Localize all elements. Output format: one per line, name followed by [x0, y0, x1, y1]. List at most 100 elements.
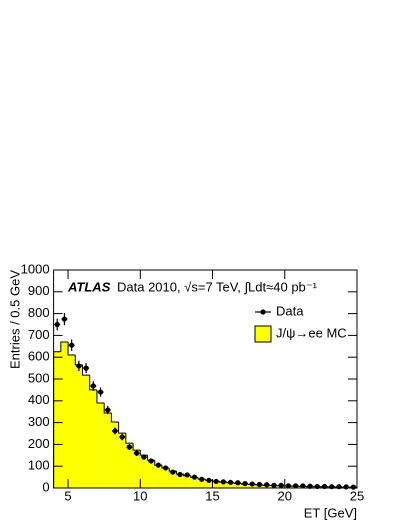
y-tick-label: 600 — [28, 349, 50, 364]
data-point — [271, 482, 277, 488]
data-point — [54, 321, 60, 328]
histogram-bar — [226, 482, 235, 488]
histogram-bar — [104, 413, 112, 488]
histogram-bar — [219, 482, 227, 488]
y-axis-label: Entries / 0.5 GeV — [7, 270, 22, 369]
histogram-bar — [169, 470, 177, 488]
y-tick-label: 500 — [28, 370, 50, 385]
histogram-bar — [161, 467, 170, 488]
data-point — [119, 434, 125, 440]
y-tick-label: 700 — [28, 327, 50, 342]
data-point — [162, 465, 169, 471]
data-point — [191, 474, 198, 480]
histogram-bar — [133, 450, 141, 488]
histogram-bar — [60, 341, 69, 488]
histogram-outline — [132, 443, 141, 451]
data-point — [155, 462, 161, 468]
histogram-bar — [183, 475, 191, 488]
data-point — [249, 481, 255, 487]
data-point — [61, 316, 68, 322]
y-tick-label: 800 — [28, 305, 50, 320]
histogram-bar — [75, 364, 83, 488]
x-tick-label: 20 — [278, 488, 292, 503]
data-point — [126, 444, 133, 450]
data-point — [285, 483, 291, 489]
data-point — [256, 481, 263, 488]
histogram-bar — [212, 481, 220, 488]
data-point — [235, 480, 241, 486]
y-tick-label: 1000 — [21, 261, 50, 276]
data-point — [213, 478, 219, 485]
data-point — [264, 482, 270, 488]
data-point — [206, 477, 212, 483]
data-point — [300, 483, 306, 489]
x-tick-label: 25 — [350, 488, 364, 503]
data-point — [220, 479, 226, 485]
data-point — [278, 482, 284, 488]
data-point — [170, 469, 176, 475]
data-point — [336, 484, 342, 490]
data-point — [184, 472, 190, 478]
data-point — [199, 476, 205, 482]
data-point — [105, 407, 111, 413]
histogram-bar — [82, 375, 90, 488]
histogram-bar — [198, 479, 206, 488]
histogram-outline — [103, 402, 112, 414]
histogram-bar — [234, 483, 242, 488]
x-axis-label: ET [GeV] — [304, 505, 357, 520]
x-tick-label: 10 — [133, 488, 147, 503]
histogram-outline — [125, 433, 134, 444]
data-point — [343, 484, 349, 490]
data-point — [227, 479, 234, 485]
legend-marker — [260, 309, 266, 315]
annotation: Data 2010, √s=7 TeV, ∫Ldt≈40 pb⁻¹ — [117, 279, 318, 294]
histogram-bar — [190, 477, 199, 488]
x-tick-label: 15 — [205, 488, 219, 503]
data-point — [83, 365, 89, 371]
y-tick-label: 100 — [28, 458, 50, 473]
data-point — [90, 383, 96, 389]
data-point — [134, 450, 140, 456]
y-tick-label: 900 — [28, 283, 50, 298]
histogram-outline — [110, 413, 119, 423]
data-point — [177, 471, 183, 478]
histogram-bar — [53, 351, 61, 488]
histogram-bar — [176, 474, 184, 488]
y-tick-label: 400 — [28, 392, 50, 407]
legend-label: J/ψ→ee MC — [276, 325, 347, 340]
histogram-bar — [96, 402, 105, 488]
legend-marker — [254, 325, 272, 343]
histogram-outline — [67, 341, 76, 356]
histogram-bar — [68, 355, 76, 488]
data-point — [141, 454, 147, 460]
y-tick-label: 0 — [42, 479, 49, 494]
data-point — [148, 458, 154, 464]
atlas-label: ATLAS — [67, 279, 111, 294]
data-point — [97, 389, 104, 395]
histogram-outline — [81, 364, 90, 376]
histogram-bar — [205, 480, 213, 488]
histogram-bar — [147, 460, 155, 488]
histogram-outline — [139, 450, 148, 456]
histogram-outline — [96, 389, 105, 404]
x-tick-label: 5 — [64, 488, 71, 503]
data-point — [69, 342, 75, 348]
histogram-bar — [140, 455, 148, 488]
histogram-outline — [89, 375, 97, 391]
histogram-bar — [154, 465, 162, 488]
data-point — [242, 481, 248, 487]
histogram-outline — [118, 421, 126, 434]
data-point — [112, 428, 118, 434]
histogram-bar — [89, 389, 97, 488]
data-point — [292, 483, 299, 489]
histogram-bar — [125, 443, 134, 488]
histogram-outline — [60, 341, 69, 352]
data-point — [76, 363, 82, 369]
data-point — [329, 484, 335, 490]
histogram-bar — [111, 421, 119, 488]
histogram-bar — [118, 433, 126, 488]
y-tick-label: 200 — [28, 436, 50, 451]
legend-label: Data — [276, 303, 304, 318]
y-tick-label: 300 — [28, 414, 50, 429]
